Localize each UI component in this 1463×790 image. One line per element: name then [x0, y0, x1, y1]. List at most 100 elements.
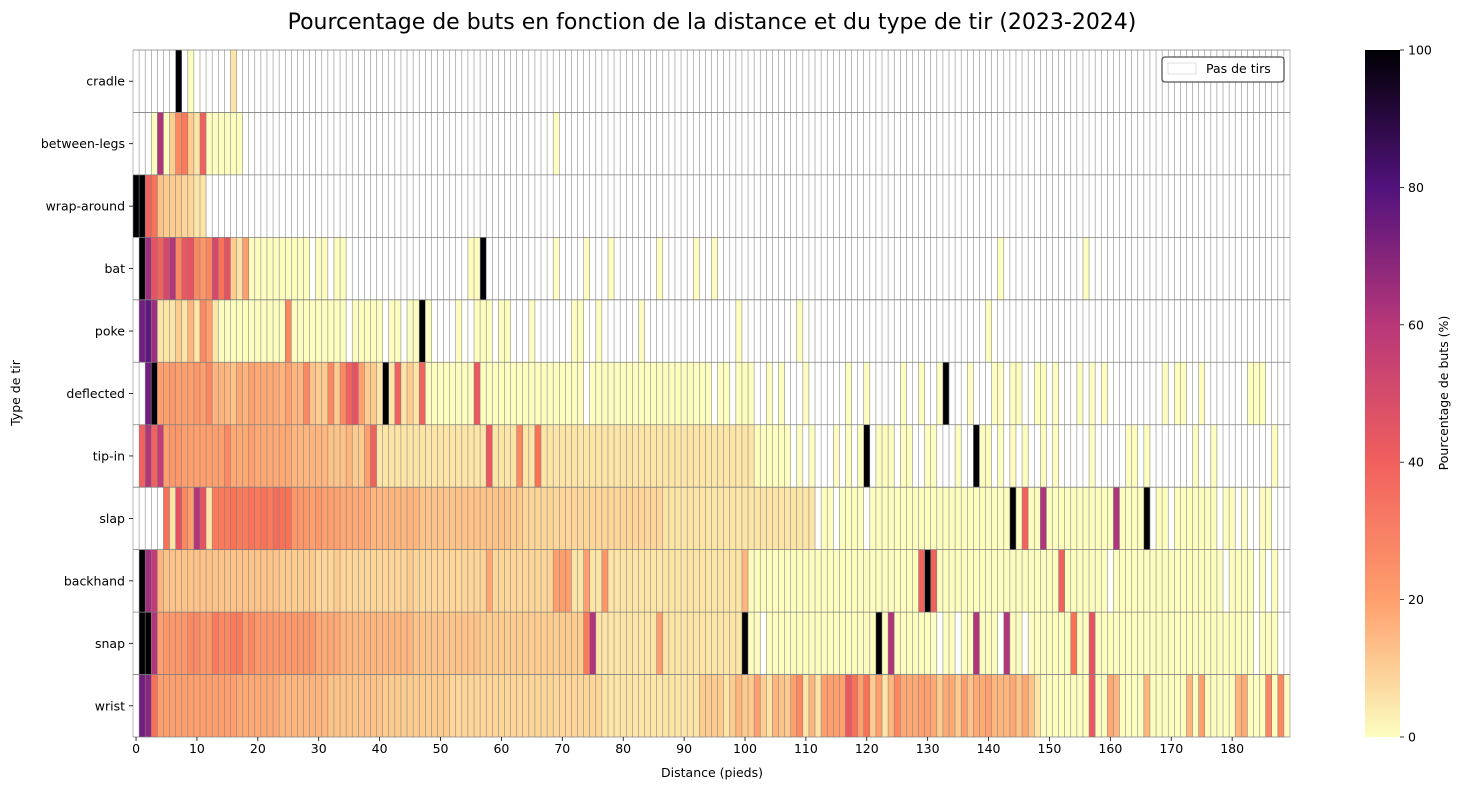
x-tick-label: 150	[1038, 741, 1062, 756]
heatmap-cell	[455, 612, 462, 675]
heatmap-cell	[729, 424, 737, 488]
heatmap-cell	[486, 487, 493, 550]
y-tick-label: snap	[95, 636, 125, 651]
heatmap-cell	[1095, 612, 1102, 675]
heatmap-cell	[979, 674, 986, 737]
heatmap-cell	[638, 487, 645, 550]
heatmap-cell	[973, 612, 980, 675]
heatmap-cell	[553, 487, 560, 550]
heatmap-cell	[303, 487, 310, 550]
heatmap-cell	[906, 424, 913, 488]
heatmap-cell	[169, 237, 176, 300]
heatmap-cell	[1131, 487, 1138, 550]
heatmap-cell	[1143, 674, 1151, 737]
heatmap-cell	[674, 487, 682, 550]
heatmap-cell	[467, 674, 475, 737]
heatmap-cell	[510, 549, 517, 613]
heatmap-cell	[327, 674, 335, 737]
heatmap-cell	[486, 674, 493, 737]
heatmap-cell	[565, 549, 572, 613]
heatmap-cell	[480, 299, 487, 363]
heatmap-cell	[1210, 674, 1218, 737]
heatmap-cell	[474, 237, 481, 300]
heatmap-cell	[589, 612, 596, 675]
heatmap-cell	[687, 674, 694, 737]
heatmap-cell	[303, 549, 310, 613]
heatmap-cell	[273, 299, 280, 363]
heatmap-cell	[480, 237, 487, 300]
heatmap-cell	[346, 612, 353, 675]
heatmap-cell	[455, 549, 462, 613]
heatmap-cell	[461, 424, 469, 488]
heatmap-cell	[1204, 612, 1211, 675]
heatmap-cell	[1076, 362, 1084, 425]
heatmap-cell	[1180, 487, 1187, 550]
heatmap-cell	[699, 424, 706, 488]
heatmap-cell	[169, 174, 176, 238]
heatmap-cell	[1174, 549, 1181, 613]
heatmap-cell	[595, 424, 603, 488]
heatmap-cell	[1070, 549, 1078, 613]
heatmap-cell	[1015, 674, 1023, 737]
heatmap-cell	[595, 612, 603, 675]
heatmap-cell	[735, 612, 743, 675]
heatmap-cell	[942, 612, 950, 675]
heatmap-cell	[650, 362, 657, 425]
heatmap-cell	[279, 612, 286, 675]
heatmap-cell	[413, 549, 420, 613]
x-tick-label: 10	[189, 741, 205, 756]
heatmap-cell	[498, 487, 505, 550]
heatmap-cell	[510, 362, 517, 425]
heatmap-cell	[522, 674, 529, 737]
heatmap-cell	[888, 674, 895, 737]
heatmap-cell	[668, 549, 676, 613]
heatmap-cell	[467, 237, 475, 300]
heatmap-cell	[875, 612, 883, 675]
heatmap-cell	[474, 362, 481, 425]
heatmap-cell	[754, 674, 761, 737]
heatmap-cell	[1149, 674, 1157, 737]
heatmap-cell	[924, 424, 931, 488]
heatmap-cell	[285, 612, 292, 675]
heatmap-cell	[145, 237, 152, 300]
heatmap-cell	[425, 362, 432, 425]
heatmap-cell	[266, 549, 274, 613]
heatmap-cell	[443, 612, 450, 675]
heatmap-cell	[358, 424, 365, 488]
heatmap-cell	[900, 674, 907, 737]
heatmap-cell	[1022, 674, 1029, 737]
heatmap-cell	[163, 674, 170, 737]
heatmap-cell	[370, 299, 377, 363]
heatmap-cell	[540, 612, 548, 675]
heatmap-cell	[181, 237, 188, 300]
heatmap-cell	[400, 549, 408, 613]
heatmap-cell	[668, 612, 676, 675]
heatmap-cell	[632, 674, 639, 737]
heatmap-cell	[1235, 612, 1242, 675]
heatmap-cell	[979, 549, 986, 613]
heatmap-cell	[729, 487, 737, 550]
heatmap-cell	[790, 487, 797, 550]
heatmap-cell	[607, 237, 615, 300]
heatmap-cell	[169, 549, 176, 613]
heatmap-cell	[607, 674, 615, 737]
heatmap-cell	[498, 549, 505, 613]
heatmap-cell	[735, 424, 743, 488]
heatmap-cell	[638, 612, 645, 675]
heatmap-cell	[181, 174, 188, 238]
heatmap-cell	[279, 424, 286, 488]
heatmap-cell	[400, 487, 408, 550]
heatmap-cell	[869, 612, 877, 675]
heatmap-cell	[644, 674, 651, 737]
heatmap-cell	[681, 362, 688, 425]
heatmap-cell	[735, 299, 743, 363]
heatmap-cell	[601, 487, 609, 550]
heatmap-cell	[1271, 549, 1278, 613]
heatmap-cell	[1040, 549, 1047, 613]
heatmap-cell	[936, 487, 944, 550]
heatmap-cell	[388, 424, 395, 488]
heatmap-cell	[388, 612, 395, 675]
heatmap-cell	[382, 362, 389, 425]
heatmap-cell	[815, 674, 822, 737]
heatmap-cell	[528, 299, 536, 363]
